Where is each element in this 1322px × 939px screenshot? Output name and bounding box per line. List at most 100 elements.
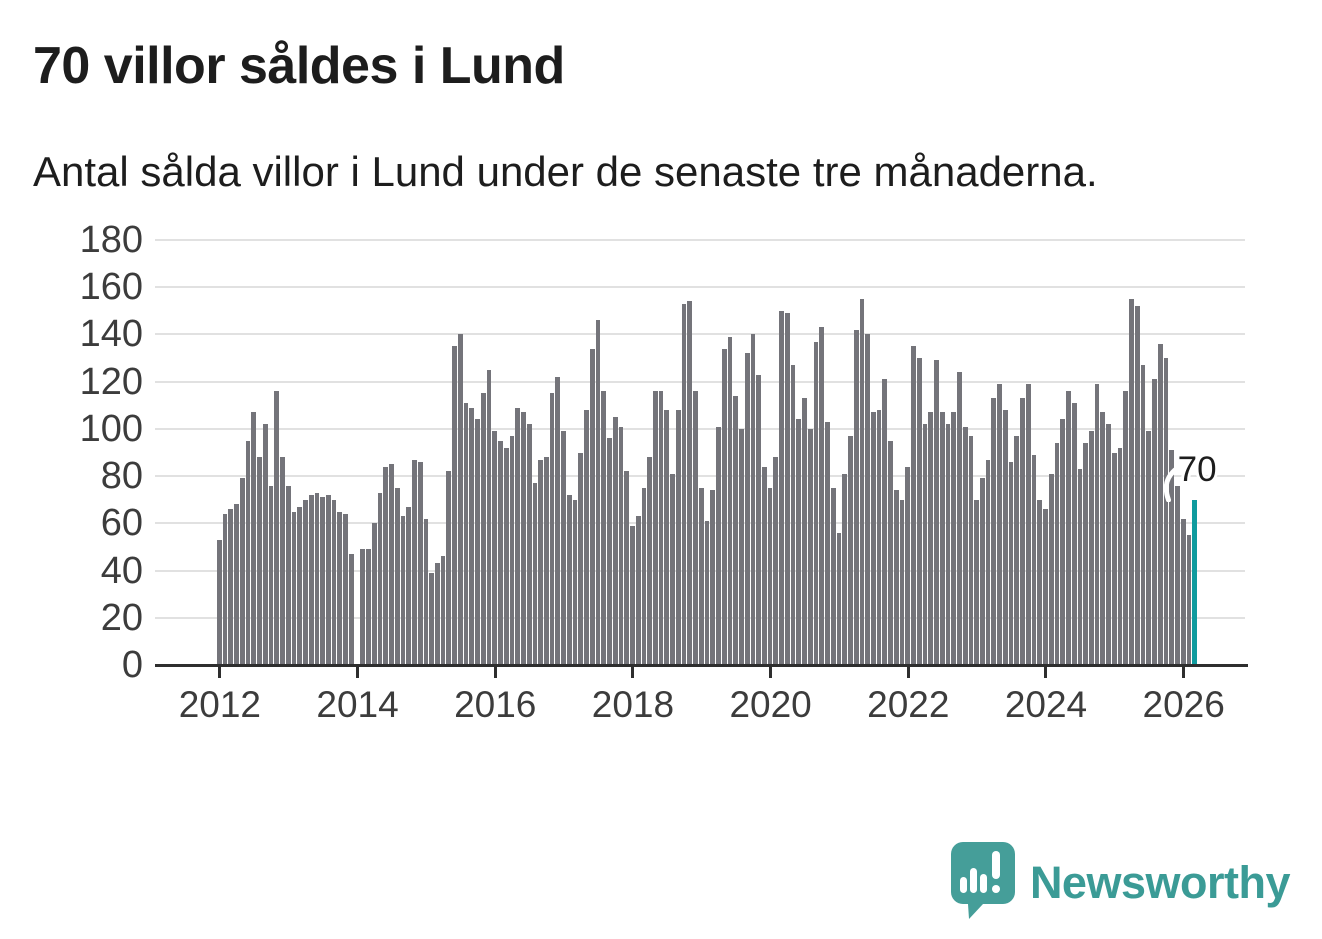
- bar: [515, 407, 521, 665]
- bar: [469, 407, 475, 665]
- bar: [457, 334, 463, 665]
- bar: [1106, 424, 1111, 665]
- bar: [750, 334, 756, 665]
- x-axis-tick-label: 2018: [591, 684, 675, 725]
- bar: [675, 410, 681, 665]
- bar: [1186, 535, 1192, 665]
- x-axis-tick: [1182, 667, 1186, 678]
- bar: [538, 459, 543, 665]
- bar: [710, 490, 716, 665]
- bar: [589, 348, 595, 665]
- bar: [234, 504, 239, 665]
- bar: [394, 487, 400, 665]
- bar: [1140, 365, 1146, 665]
- bar: [280, 457, 285, 665]
- bar: [865, 334, 870, 665]
- bar: [779, 310, 784, 665]
- bar: [1094, 384, 1100, 665]
- bar: [1180, 518, 1186, 665]
- x-axis-tick-label: 2020: [729, 684, 812, 725]
- bar: [360, 549, 366, 665]
- x-axis-tick-label: 2014: [316, 684, 399, 725]
- bar: [658, 391, 664, 665]
- bar: [572, 499, 578, 665]
- bar: [1043, 509, 1048, 665]
- bar: [326, 495, 331, 665]
- bar: [509, 435, 515, 665]
- gridline-100: [155, 427, 1245, 430]
- bar: [291, 511, 297, 665]
- bar: [871, 412, 876, 665]
- bar: [320, 497, 325, 665]
- bar: [790, 365, 796, 665]
- bar: [744, 353, 750, 665]
- bar: [974, 499, 979, 665]
- bar: [245, 440, 251, 665]
- bar: [377, 492, 383, 665]
- bar: [733, 395, 739, 665]
- bar: [492, 431, 498, 665]
- bar: [463, 402, 469, 665]
- bar: [957, 372, 962, 665]
- bar: [446, 471, 452, 665]
- bar: [647, 457, 652, 665]
- x-axis-tick-label: 2024: [1004, 684, 1088, 725]
- bar: [624, 471, 630, 665]
- bar: [664, 410, 670, 665]
- bar: [848, 435, 853, 665]
- bar: [274, 391, 280, 665]
- bar: [595, 320, 601, 665]
- bar: [899, 499, 905, 665]
- bar: [1083, 443, 1088, 665]
- bar: [1002, 410, 1008, 665]
- bar: [1169, 450, 1175, 665]
- x-axis-tick: [769, 667, 773, 678]
- bar: [440, 556, 446, 665]
- bar: [1152, 379, 1157, 665]
- bar: [882, 379, 888, 665]
- y-axis-tick-label: 100: [79, 407, 143, 450]
- bar: [251, 412, 257, 665]
- bar: [412, 459, 417, 665]
- gridline-180: [155, 239, 1245, 241]
- bar: [859, 299, 865, 665]
- y-axis-tick-label: 120: [79, 360, 143, 403]
- bar: [813, 341, 819, 665]
- bar: [429, 572, 434, 665]
- bar: [555, 376, 561, 665]
- bar: [503, 447, 509, 665]
- bar: [1175, 485, 1180, 665]
- gridline-140: [155, 333, 1245, 336]
- bar: [612, 417, 618, 665]
- bar: [807, 428, 813, 665]
- bar: [698, 487, 704, 665]
- bar: [888, 440, 893, 665]
- bar: [1054, 443, 1060, 665]
- bar: [228, 509, 234, 665]
- bar: [819, 327, 825, 665]
- bar: [876, 410, 882, 665]
- bar: [452, 346, 457, 665]
- bar: [830, 487, 836, 665]
- gridline-120: [155, 380, 1245, 383]
- bar: [257, 457, 262, 665]
- chart-subtitle: Antal sålda villor i Lund under de senas…: [33, 148, 1098, 195]
- bar: [561, 431, 566, 665]
- gridline-80: [155, 475, 1245, 478]
- bar: [1071, 402, 1077, 665]
- bar: [526, 424, 532, 665]
- bar: [337, 511, 343, 665]
- annotation-leader-line: [1163, 465, 1181, 502]
- bar: [842, 473, 848, 665]
- bar: [521, 412, 526, 665]
- bar: [406, 506, 412, 665]
- bar: [607, 438, 612, 665]
- bar: [721, 348, 727, 665]
- bar: [716, 426, 721, 665]
- bar: [1163, 358, 1169, 665]
- bar: [549, 393, 555, 665]
- bar: [262, 424, 268, 665]
- bar: [796, 419, 802, 665]
- bar: [285, 485, 291, 665]
- x-axis-tick-label: 2026: [1142, 684, 1225, 725]
